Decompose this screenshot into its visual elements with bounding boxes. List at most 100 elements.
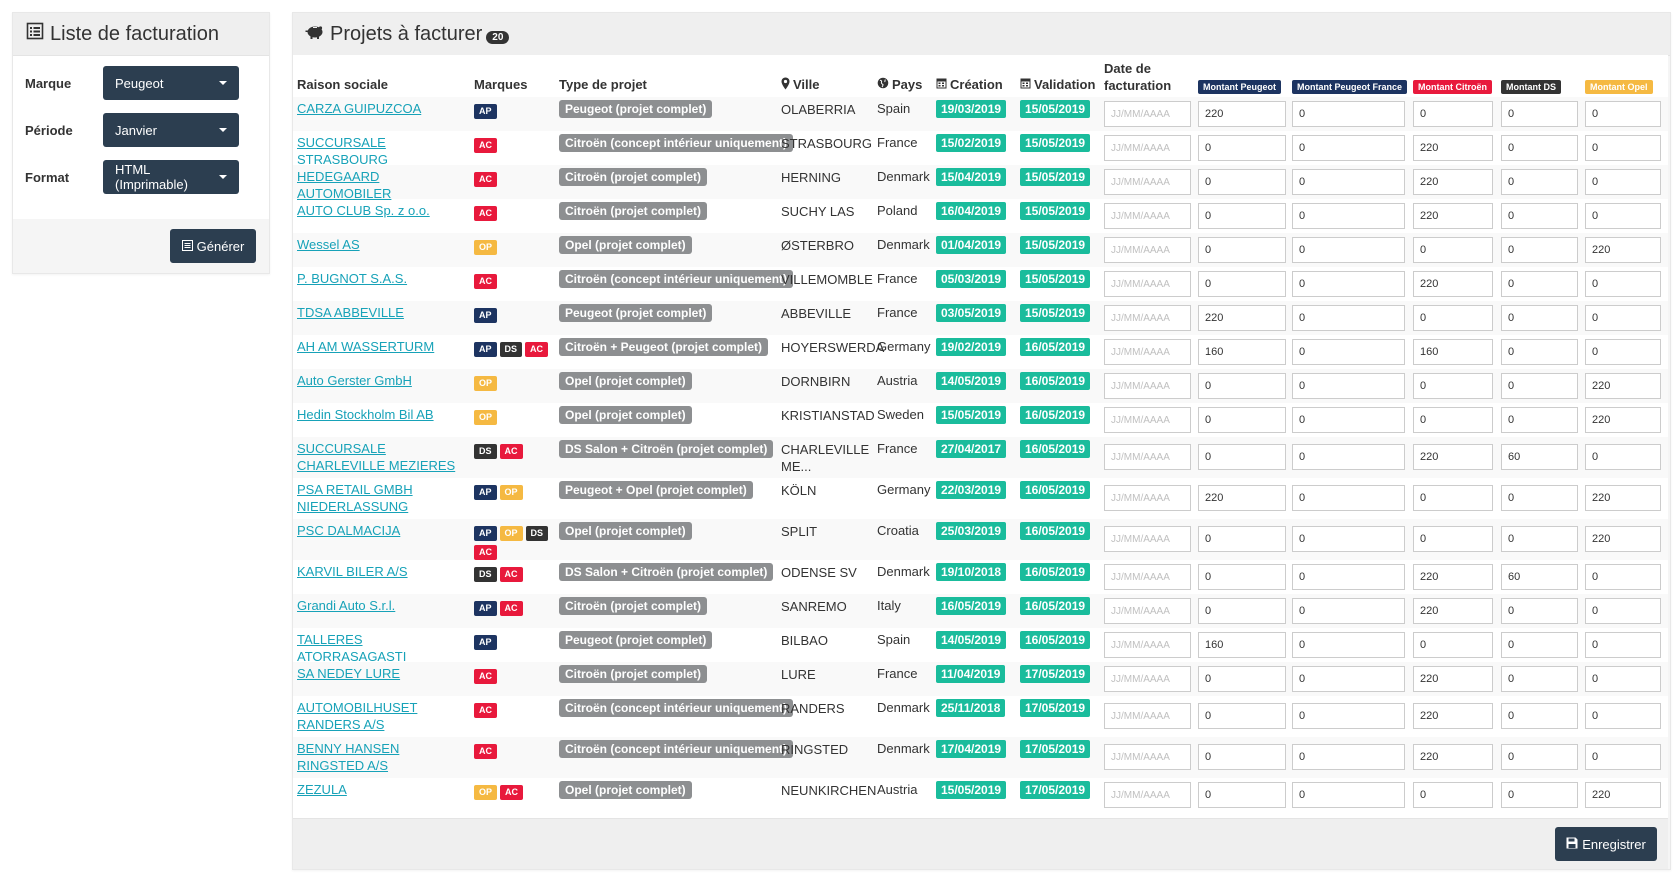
- amount-opel-input[interactable]: 0: [1585, 632, 1661, 658]
- col-montant-citroen[interactable]: Montant Citroën: [1413, 78, 1492, 120]
- amount-peugeot-france-input[interactable]: 0: [1292, 703, 1405, 729]
- amount-peugeot-input[interactable]: 0: [1198, 666, 1286, 692]
- amount-peugeot-france-input[interactable]: 0: [1292, 101, 1405, 127]
- amount-peugeot-france-input[interactable]: 0: [1292, 444, 1405, 470]
- amount-ds-input[interactable]: 0: [1501, 135, 1578, 161]
- amount-peugeot-input[interactable]: 0: [1198, 526, 1286, 552]
- amount-opel-input[interactable]: 0: [1585, 305, 1661, 331]
- generate-button[interactable]: Générer: [170, 229, 256, 263]
- amount-opel-input[interactable]: 0: [1585, 203, 1661, 229]
- amount-peugeot-france-input[interactable]: 0: [1292, 744, 1405, 770]
- col-ville[interactable]: Ville: [781, 77, 820, 119]
- amount-peugeot-input[interactable]: 0: [1198, 135, 1286, 161]
- amount-citroen-input[interactable]: 0: [1413, 485, 1493, 511]
- amount-peugeot-france-input[interactable]: 0: [1292, 271, 1405, 297]
- company-link[interactable]: SUCCURSALE STRASBOURG: [297, 135, 389, 167]
- amount-opel-input[interactable]: 0: [1585, 744, 1661, 770]
- amount-peugeot-input[interactable]: 0: [1198, 444, 1286, 470]
- amount-peugeot-input[interactable]: 220: [1198, 485, 1286, 511]
- amount-peugeot-input[interactable]: 0: [1198, 407, 1286, 433]
- amount-peugeot-france-input[interactable]: 0: [1292, 203, 1405, 229]
- amount-citroen-input[interactable]: 0: [1413, 305, 1493, 331]
- col-montant-peugeot-france[interactable]: Montant Peugeot France: [1292, 78, 1408, 120]
- amount-peugeot-france-input[interactable]: 0: [1292, 169, 1405, 195]
- col-marques[interactable]: Marques: [474, 77, 528, 92]
- amount-opel-input[interactable]: 0: [1585, 598, 1661, 624]
- amount-opel-input[interactable]: 0: [1585, 564, 1661, 590]
- amount-peugeot-input[interactable]: 220: [1198, 101, 1286, 127]
- col-montant-ds[interactable]: Montant DS: [1501, 78, 1561, 120]
- billing-date-input[interactable]: JJ/MM/AAAA: [1104, 444, 1191, 470]
- amount-peugeot-input[interactable]: 0: [1198, 598, 1286, 624]
- col-montant-peugeot[interactable]: Montant Peugeot: [1198, 78, 1281, 120]
- amount-citroen-input[interactable]: 0: [1413, 782, 1493, 808]
- company-link[interactable]: TALLERES ATORRASAGASTI: [297, 632, 407, 664]
- amount-ds-input[interactable]: 0: [1501, 703, 1578, 729]
- amount-peugeot-france-input[interactable]: 0: [1292, 666, 1405, 692]
- amount-citroen-input[interactable]: 220: [1413, 169, 1493, 195]
- amount-peugeot-france-input[interactable]: 0: [1292, 407, 1405, 433]
- amount-peugeot-input[interactable]: 0: [1198, 373, 1286, 399]
- amount-citroen-input[interactable]: 220: [1413, 203, 1493, 229]
- amount-opel-input[interactable]: 0: [1585, 444, 1661, 470]
- company-link[interactable]: KARVIL BILER A/S: [297, 564, 408, 579]
- billing-date-input[interactable]: JJ/MM/AAAA: [1104, 237, 1191, 263]
- amount-peugeot-input[interactable]: 0: [1198, 703, 1286, 729]
- period-select[interactable]: Janvier: [103, 113, 239, 147]
- amount-ds-input[interactable]: 0: [1501, 339, 1578, 365]
- billing-date-input[interactable]: JJ/MM/AAAA: [1104, 373, 1191, 399]
- amount-opel-input[interactable]: 220: [1585, 407, 1661, 433]
- amount-ds-input[interactable]: 0: [1501, 598, 1578, 624]
- amount-peugeot-input[interactable]: 160: [1198, 339, 1286, 365]
- amount-peugeot-input[interactable]: 0: [1198, 271, 1286, 297]
- billing-date-input[interactable]: JJ/MM/AAAA: [1104, 271, 1191, 297]
- billing-date-input[interactable]: JJ/MM/AAAA: [1104, 632, 1191, 658]
- billing-date-input[interactable]: JJ/MM/AAAA: [1104, 526, 1191, 552]
- amount-opel-input[interactable]: 0: [1585, 169, 1661, 195]
- amount-citroen-input[interactable]: 220: [1413, 703, 1493, 729]
- col-type-projet[interactable]: Type de projet: [559, 77, 647, 92]
- amount-citroen-input[interactable]: 0: [1413, 632, 1493, 658]
- format-select[interactable]: HTML (Imprimable): [103, 160, 239, 194]
- amount-citroen-input[interactable]: 220: [1413, 666, 1493, 692]
- amount-ds-input[interactable]: 0: [1501, 373, 1578, 399]
- company-link[interactable]: AH AM WASSERTURM: [297, 339, 435, 354]
- amount-opel-input[interactable]: 0: [1585, 271, 1661, 297]
- col-raison-sociale[interactable]: Raison sociale: [297, 77, 389, 92]
- amount-citroen-input[interactable]: 220: [1413, 135, 1493, 161]
- amount-ds-input[interactable]: 0: [1501, 782, 1578, 808]
- amount-peugeot-france-input[interactable]: 0: [1292, 237, 1405, 263]
- save-button[interactable]: Enregistrer: [1555, 827, 1657, 861]
- amount-opel-input[interactable]: 0: [1585, 703, 1661, 729]
- amount-peugeot-france-input[interactable]: 0: [1292, 305, 1405, 331]
- col-date-facturation[interactable]: Date de facturation: [1104, 61, 1172, 93]
- billing-date-input[interactable]: JJ/MM/AAAA: [1104, 782, 1191, 808]
- amount-citroen-input[interactable]: 160: [1413, 339, 1493, 365]
- amount-opel-input[interactable]: 0: [1585, 135, 1661, 161]
- amount-opel-input[interactable]: 220: [1585, 237, 1661, 263]
- billing-date-input[interactable]: JJ/MM/AAAA: [1104, 101, 1191, 127]
- company-link[interactable]: Auto Gerster GmbH: [297, 373, 412, 388]
- amount-citroen-input[interactable]: 0: [1413, 101, 1493, 127]
- billing-date-input[interactable]: JJ/MM/AAAA: [1104, 407, 1191, 433]
- company-link[interactable]: SUCCURSALE CHARLEVILLE MEZIERES: [297, 441, 456, 473]
- company-link[interactable]: PSC DALMACIJA: [297, 523, 401, 538]
- amount-peugeot-input[interactable]: 0: [1198, 169, 1286, 195]
- amount-ds-input[interactable]: 0: [1501, 305, 1578, 331]
- amount-ds-input[interactable]: 0: [1501, 744, 1578, 770]
- amount-peugeot-input[interactable]: 220: [1198, 305, 1286, 331]
- billing-date-input[interactable]: JJ/MM/AAAA: [1104, 339, 1191, 365]
- amount-ds-input[interactable]: 0: [1501, 271, 1578, 297]
- amount-peugeot-france-input[interactable]: 0: [1292, 135, 1405, 161]
- amount-peugeot-input[interactable]: 0: [1198, 782, 1286, 808]
- col-creation[interactable]: Création: [936, 77, 1003, 119]
- amount-opel-input[interactable]: 0: [1585, 101, 1661, 127]
- company-link[interactable]: BENNY HANSEN RINGSTED A/S: [297, 741, 400, 773]
- company-link[interactable]: AUTOMOBILHUSET RANDERS A/S: [297, 700, 418, 732]
- amount-citroen-input[interactable]: 220: [1413, 271, 1493, 297]
- amount-opel-input[interactable]: 220: [1585, 485, 1661, 511]
- amount-citroen-input[interactable]: 0: [1413, 237, 1493, 263]
- amount-peugeot-input[interactable]: 0: [1198, 744, 1286, 770]
- amount-peugeot-france-input[interactable]: 0: [1292, 526, 1405, 552]
- company-link[interactable]: ZEZULA: [297, 782, 347, 797]
